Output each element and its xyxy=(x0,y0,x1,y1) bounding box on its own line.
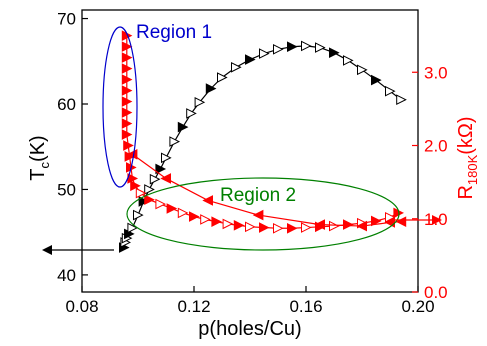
y-right-tick-label: 2.0 xyxy=(424,137,448,156)
data-point xyxy=(186,108,197,119)
data-point xyxy=(144,194,155,206)
data-point xyxy=(301,222,312,233)
data-point xyxy=(287,222,298,234)
data-point xyxy=(222,218,234,230)
series-layer xyxy=(119,30,407,253)
data-point xyxy=(135,187,147,199)
data-point xyxy=(160,173,171,184)
data-point xyxy=(189,211,200,222)
data-point xyxy=(343,219,354,230)
region-1-label: Region 1 xyxy=(136,22,212,43)
data-point xyxy=(259,222,270,233)
data-point xyxy=(121,118,133,129)
x-tick-label: 0.20 xyxy=(401,297,434,316)
data-point xyxy=(121,107,133,118)
data-point xyxy=(314,219,325,230)
data-point xyxy=(123,140,134,151)
data-point xyxy=(385,85,396,97)
data-point xyxy=(273,222,284,234)
data-point xyxy=(259,48,270,59)
axis-titles: p(holes/Cu) Tc(K) R180K(kΩ) xyxy=(27,116,480,340)
data-point xyxy=(177,207,189,219)
data-point xyxy=(121,63,133,74)
data-point xyxy=(194,96,206,108)
data-point xyxy=(231,61,242,73)
data-point xyxy=(252,209,264,221)
data-point xyxy=(385,211,396,223)
y-left-tick-label: 60 xyxy=(57,95,76,114)
region-1-ellipse xyxy=(102,26,138,188)
data-point xyxy=(127,222,139,234)
right-arrow-head xyxy=(432,215,442,225)
data-point xyxy=(273,44,284,55)
x-axis-title: p(holes/Cu) xyxy=(198,318,301,340)
series-line xyxy=(132,153,402,227)
data-point xyxy=(121,41,133,52)
data-point xyxy=(161,152,172,164)
data-point xyxy=(138,196,150,207)
data-point xyxy=(121,74,133,85)
data-point xyxy=(121,129,133,140)
y-left-axis-title: Tc(K) xyxy=(27,135,52,180)
data-point xyxy=(233,220,245,231)
axis-ticks xyxy=(81,17,419,293)
data-point xyxy=(130,180,141,192)
data-point xyxy=(396,94,407,106)
y-right-tick-label: 3.0 xyxy=(424,63,448,82)
y-left-tick-label: 40 xyxy=(57,266,76,285)
data-point xyxy=(155,163,167,175)
region-markers: Region 1 Region 2 xyxy=(102,22,400,251)
data-point xyxy=(217,72,228,83)
x-tick-label: 0.12 xyxy=(177,297,210,316)
region-2-ellipse xyxy=(126,177,400,251)
left-arrow-head xyxy=(42,245,52,255)
data-point xyxy=(200,214,211,225)
data-point xyxy=(149,173,161,185)
data-point xyxy=(371,215,382,227)
data-point xyxy=(371,74,382,86)
data-point xyxy=(329,47,340,59)
x-tick-label: 0.16 xyxy=(289,297,322,316)
data-point xyxy=(315,42,326,53)
data-point xyxy=(121,52,133,63)
data-point xyxy=(121,96,133,107)
plot-frame xyxy=(81,9,419,293)
data-point xyxy=(301,40,312,52)
data-point xyxy=(155,198,167,210)
data-point xyxy=(356,220,367,232)
data-point xyxy=(121,85,133,96)
data-point xyxy=(177,121,189,133)
region-2-label: Region 2 xyxy=(220,185,296,206)
data-point xyxy=(133,209,144,221)
data-point xyxy=(343,55,354,66)
data-point xyxy=(144,184,155,195)
y-right-tick-label: 0.0 xyxy=(424,283,448,302)
arrow-markers xyxy=(42,215,442,255)
y-right-axis-title: R180K(kΩ) xyxy=(455,116,480,199)
data-point xyxy=(245,221,256,233)
data-point xyxy=(205,83,217,94)
x-tick-label: 0.08 xyxy=(65,297,98,316)
y-left-tick-label: 70 xyxy=(57,10,76,29)
data-point xyxy=(211,216,223,227)
y-left-tick-label: 50 xyxy=(57,180,76,199)
data-point xyxy=(202,195,213,206)
data-point xyxy=(357,64,368,76)
data-point xyxy=(166,203,178,214)
data-point xyxy=(245,54,256,65)
data-point xyxy=(287,41,298,53)
data-point xyxy=(169,136,181,147)
data-point xyxy=(329,220,340,232)
